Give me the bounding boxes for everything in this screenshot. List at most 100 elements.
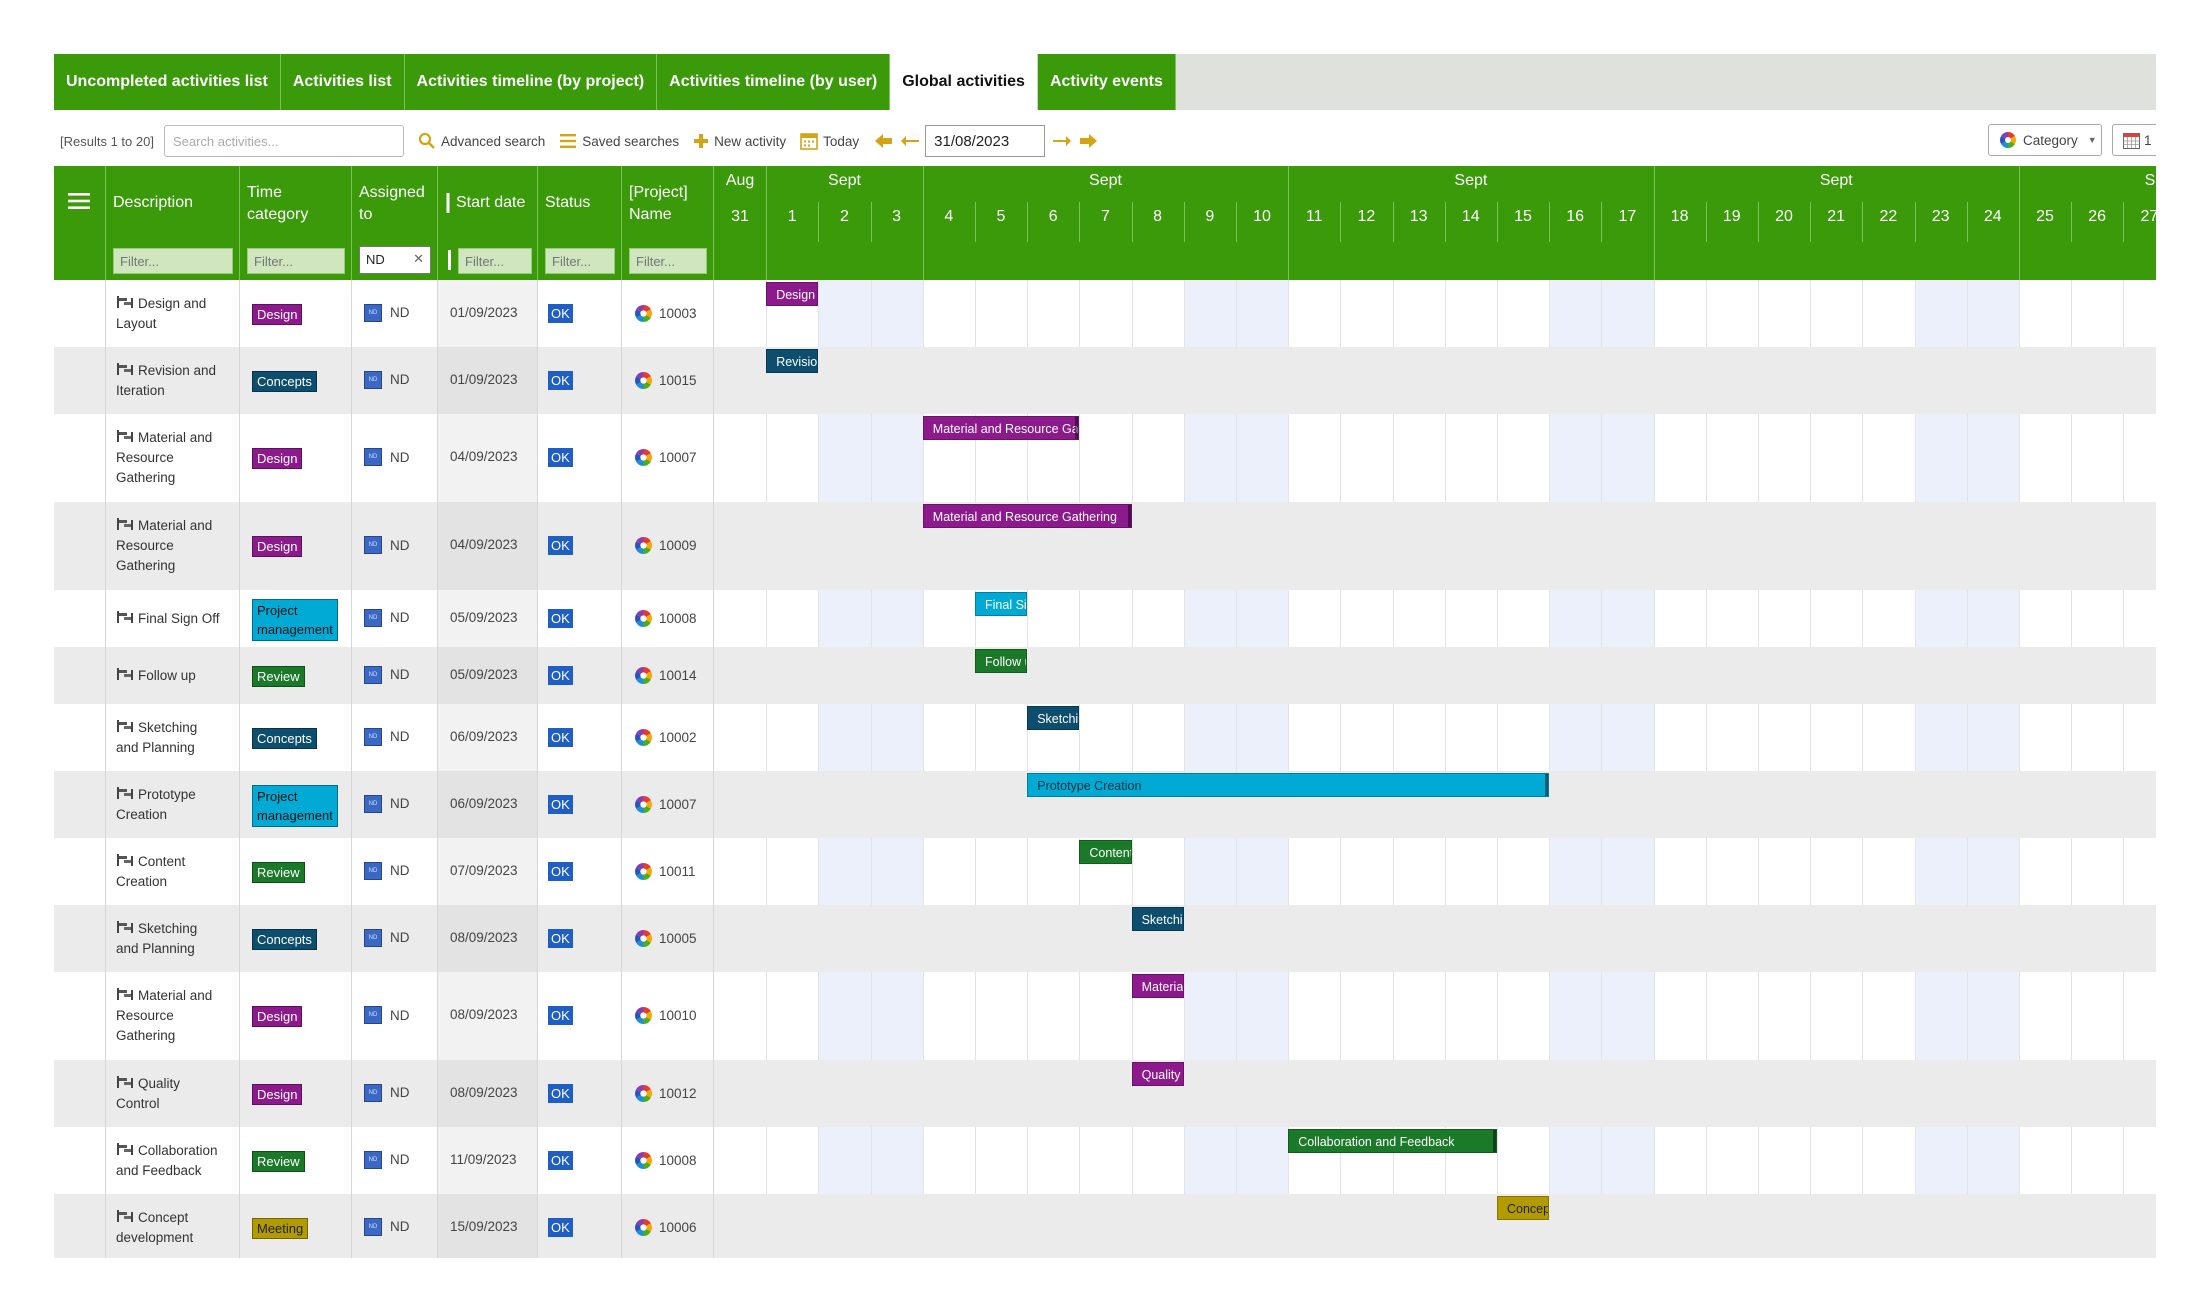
description-cell[interactable]: Prototype Creation	[106, 771, 240, 838]
description-cell[interactable]: Follow up	[106, 647, 240, 704]
table-row[interactable]: Collaboration and Feedback Review ND ND 11/09…	[54, 1127, 2156, 1194]
table-row[interactable]: Content Creation Review ND ND 07/09/2023 OK 100…	[54, 838, 2156, 905]
advanced-search-button[interactable]: Advanced search	[418, 132, 545, 150]
table-row[interactable]: Final Sign Off Project management ND ND 05/0…	[54, 590, 2156, 647]
bar-resize-handle[interactable]	[1492, 1130, 1496, 1152]
time-category-cell: Design	[240, 502, 352, 590]
today-button[interactable]: Today	[800, 132, 859, 150]
table-row[interactable]: Revision and Iteration Concepts ND ND 01/09/2…	[54, 347, 2156, 414]
gantt-bar[interactable]: Follow up	[975, 649, 1028, 673]
gantt-bar[interactable]: Quality Control	[1131, 1062, 1184, 1086]
gantt-bar[interactable]: Concept development	[1497, 1196, 1550, 1220]
table-row[interactable]: Sketching and Planning Concepts ND ND 08/09/2…	[54, 905, 2156, 972]
description-filter[interactable]	[113, 248, 233, 274]
clear-filter-icon[interactable]: ✕	[413, 251, 424, 266]
description-cell[interactable]: Concept development	[106, 1194, 240, 1258]
tab-global-activities[interactable]: Global activities	[890, 54, 1038, 110]
search-input[interactable]	[163, 125, 404, 157]
gantt-bar[interactable]: Material and Resource Gathering	[922, 416, 1080, 440]
table-row[interactable]: Material and Resource Gathering Design ND ND 0…	[54, 502, 2156, 590]
description-cell[interactable]: Revision and Iteration	[106, 347, 240, 414]
table-row[interactable]: Design and Layout Design ND ND 01/09/2023 OK 10…	[54, 280, 2156, 347]
status-cell: OK	[538, 838, 622, 905]
assigned-cell: ND ND	[352, 905, 438, 972]
category-dropdown[interactable]: Category ▼	[1988, 124, 2102, 156]
gantt-bar[interactable]: Sketching and Planning	[1027, 706, 1080, 730]
day-label: 19	[1722, 208, 1741, 225]
description-cell[interactable]: Material and Resource Gathering	[106, 972, 240, 1060]
start-date-header-text: Start date	[456, 194, 526, 211]
assigned-filter[interactable]: ND ✕	[359, 246, 431, 274]
description-line: and Planning	[116, 739, 195, 755]
description-cell[interactable]: Sketching and Planning	[106, 704, 240, 771]
bar-resize-handle[interactable]	[1545, 774, 1549, 796]
table-row[interactable]: Sketching and Planning Concepts ND ND 06/09/2…	[54, 704, 2156, 771]
table-row[interactable]: Material and Resource Gathering Design ND ND 0…	[54, 972, 2156, 1060]
gantt-bar[interactable]: Final Sign Off	[975, 592, 1028, 616]
table-row[interactable]: Concept development Meeting ND ND 15/09/2023 O…	[54, 1194, 2156, 1258]
previous-button[interactable]	[901, 134, 920, 148]
description-cell[interactable]: Collaboration and Feedback	[106, 1127, 240, 1194]
start-date-column-header[interactable]: Start date	[438, 166, 538, 280]
status-filter[interactable]	[545, 248, 615, 274]
table-row[interactable]: Prototype Creation Project management ND ND 0…	[54, 771, 2156, 838]
table-row[interactable]: Quality Control Design ND ND 08/09/2023 OK 1001…	[54, 1060, 2156, 1127]
description-cell[interactable]: Content Creation	[106, 838, 240, 905]
project-name-column-header[interactable]: [Project] Name	[622, 166, 714, 280]
project-cell: 10007	[622, 771, 714, 838]
description-line: Collaboration	[138, 1142, 218, 1158]
description-cell[interactable]: Final Sign Off	[106, 590, 240, 647]
user-avatar-icon: ND	[364, 1083, 382, 1102]
date-input[interactable]	[925, 125, 1046, 157]
description-column-header[interactable]: Description	[106, 166, 240, 280]
description-cell[interactable]: Material and Resource Gathering	[106, 414, 240, 502]
description-cell[interactable]: Design and Layout	[106, 280, 240, 347]
hamburger-menu-icon[interactable]	[68, 192, 90, 210]
next-button[interactable]	[1053, 134, 1072, 148]
user-avatar-icon: ND	[364, 928, 382, 947]
gantt-bar[interactable]: Sketching and Planning	[1131, 907, 1184, 931]
gantt-bar[interactable]: Content Creation	[1079, 840, 1132, 864]
gantt-bar[interactable]: Revision and Iteration	[766, 349, 819, 373]
new-activity-button[interactable]: New activity	[693, 133, 786, 149]
tab-activities-timeline-by-project[interactable]: Activities timeline (by project)	[404, 54, 658, 110]
previous-large-button[interactable]	[875, 134, 893, 148]
calendar-view-button[interactable]: 1	[2112, 124, 2156, 156]
gantt-bar[interactable]: Collaboration and Feedback	[1288, 1129, 1497, 1153]
status-cell: OK	[538, 704, 622, 771]
description-cell[interactable]: Material and Resource Gathering	[106, 502, 240, 590]
saved-searches-label: Saved searches	[582, 133, 680, 149]
category-badge: Concepts	[252, 370, 317, 392]
gantt-bar[interactable]: Material and Resource Gathering	[922, 504, 1132, 528]
description-line: Creation	[116, 873, 168, 889]
start-date-header-label: Start date	[445, 192, 525, 214]
project-icon	[635, 728, 652, 746]
next-large-button[interactable]	[1079, 134, 1098, 148]
description-cell[interactable]: Quality Control	[106, 1060, 240, 1127]
saved-searches-button[interactable]: Saved searches	[559, 133, 679, 149]
status-column-header[interactable]: Status	[538, 166, 622, 280]
tab-activities-list[interactable]: Activities list	[280, 54, 405, 110]
time-category-column-header[interactable]: Time category	[240, 166, 352, 280]
day-gridline	[1444, 280, 1446, 1258]
gantt-bar[interactable]: Prototype Creation	[1027, 773, 1550, 797]
assigned-user: ND	[390, 863, 410, 878]
description-cell[interactable]: Sketching and Planning	[106, 905, 240, 972]
project-name-filter[interactable]	[629, 248, 707, 274]
start-date-filter[interactable]	[458, 248, 532, 274]
gantt-bar[interactable]: Material and Resource Gathering	[1131, 974, 1184, 998]
bar-resize-handle[interactable]	[1127, 505, 1131, 527]
tab-activities-timeline-by-user[interactable]: Activities timeline (by user)	[657, 54, 891, 110]
day-separator	[1497, 202, 1498, 242]
tab-uncompleted-activities-list[interactable]: Uncompleted activities list	[54, 54, 281, 110]
status-badge: OK	[548, 1217, 573, 1237]
description-line: Gathering	[116, 1028, 176, 1043]
tab-activity-events[interactable]: Activity events	[1037, 54, 1176, 110]
table-row[interactable]: Follow up Review ND ND 05/09/2023 OK 10014 Foll…	[54, 647, 2156, 704]
description-line: Resource	[116, 450, 174, 465]
time-category-filter[interactable]	[247, 248, 345, 274]
assigned-column-header[interactable]: Assigned to ND ✕	[352, 166, 438, 280]
bar-resize-handle[interactable]	[1075, 417, 1079, 439]
table-row[interactable]: Material and Resource Gathering Design ND ND 0…	[54, 414, 2156, 502]
gantt-bar[interactable]: Design and Layout	[766, 282, 819, 306]
